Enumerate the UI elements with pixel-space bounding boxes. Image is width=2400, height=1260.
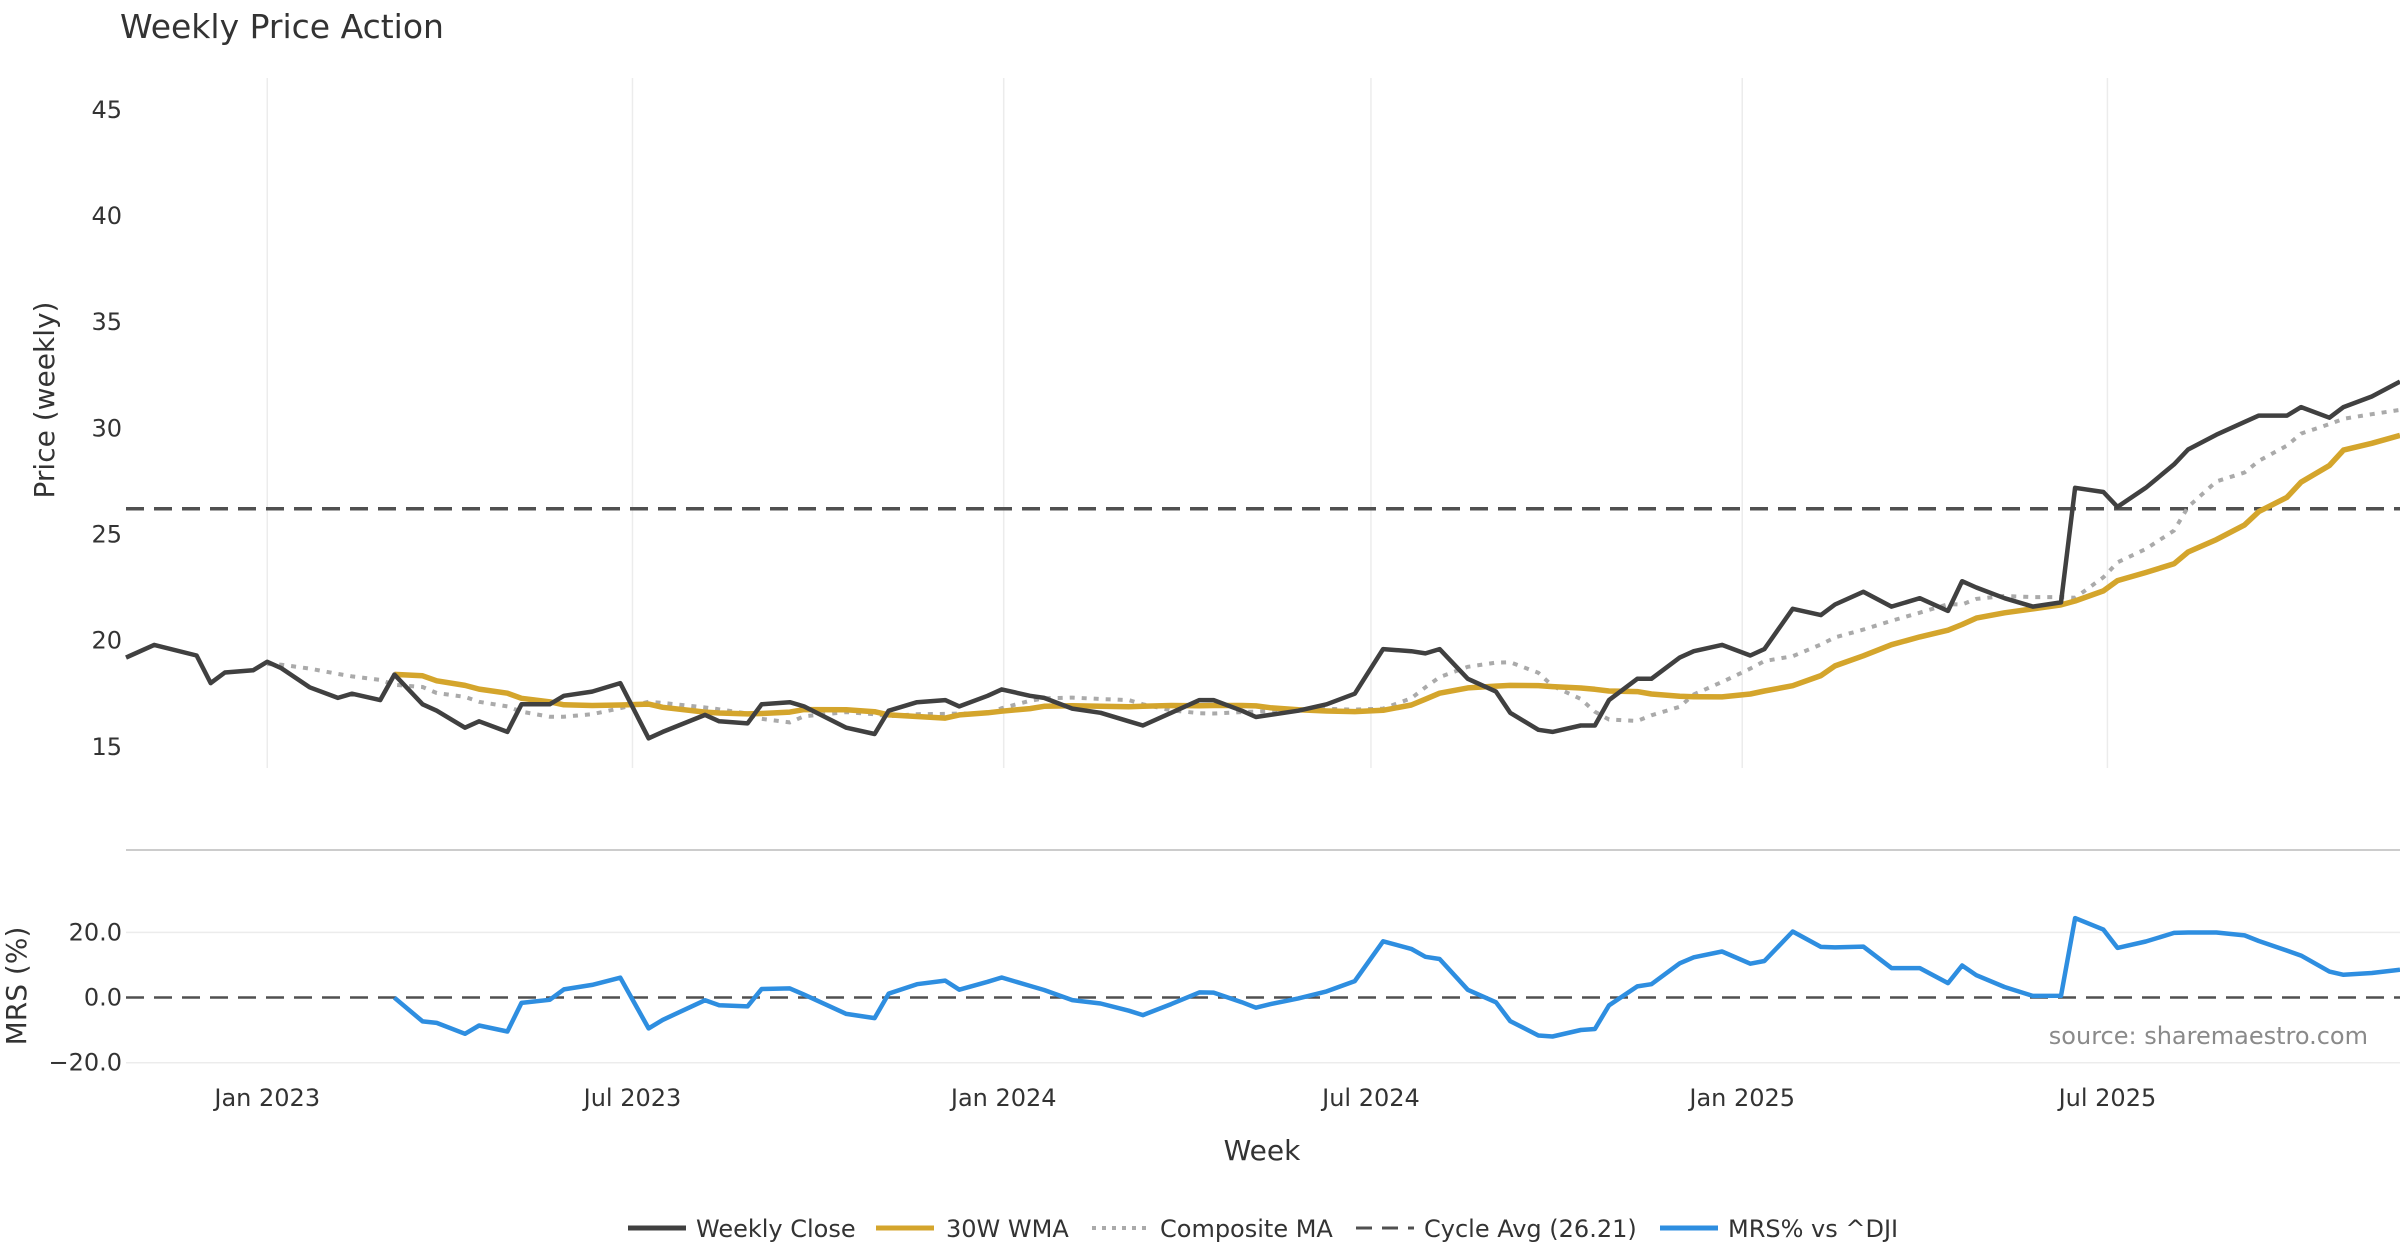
- x-tick-label: Jan 2023: [212, 1084, 320, 1112]
- price-y-tick-label: 35: [91, 308, 122, 336]
- mrs-y-axis-label: MRS (%): [0, 927, 33, 1046]
- price-y-tick-label: 40: [91, 202, 122, 230]
- legend-label-composite: Composite MA: [1160, 1215, 1333, 1243]
- source-label: source: sharemaestro.com: [2049, 1022, 2368, 1050]
- mrs-gridlines: [126, 931, 2400, 1064]
- mrs-y-tick-label: −20.0: [48, 1049, 122, 1077]
- chart-title: Weekly Price Action: [120, 7, 444, 46]
- weekly-close-line: [125, 379, 2400, 741]
- price-y-tick-label: 15: [91, 733, 122, 761]
- mrs-y-ticks: 20.0 0.0 −20.0: [48, 918, 122, 1076]
- wma-30w-line: [394, 432, 2400, 721]
- x-tick-label: Jul 2024: [1320, 1084, 1420, 1112]
- legend: Weekly Close 30W WMA Composite MA Cycle …: [628, 1215, 1898, 1243]
- x-tick-label: Jan 2024: [949, 1084, 1057, 1112]
- price-y-axis-label: Price (weekly): [28, 302, 61, 499]
- mrs-y-tick-label: 20.0: [69, 918, 122, 946]
- legend-label-wma: 30W WMA: [946, 1215, 1069, 1243]
- x-tick-label: Jan 2025: [1687, 1084, 1795, 1112]
- x-axis-label: Week: [1224, 1134, 1301, 1167]
- x-axis-ticks: Jan 2023 Jul 2023 Jan 2024 Jul 2024 Jan 2025…: [212, 1084, 2156, 1112]
- x-tick-label: Jul 2023: [582, 1084, 682, 1112]
- price-gridlines: [266, 78, 2109, 768]
- mrs-line: [392, 915, 2400, 1039]
- price-y-tick-label: 25: [91, 520, 122, 548]
- price-y-tick-label: 45: [91, 96, 122, 124]
- price-y-ticks: 15 20 25 30 35 40 45: [91, 96, 122, 761]
- composite-ma-line: [267, 407, 2400, 725]
- price-y-tick-label: 20: [91, 627, 122, 655]
- x-tick-label: Jul 2025: [2057, 1084, 2157, 1112]
- legend-label-cycle: Cycle Avg (26.21): [1424, 1215, 1637, 1243]
- mrs-y-tick-label: 0.0: [84, 984, 122, 1012]
- price-y-tick-label: 30: [91, 414, 122, 442]
- legend-label-mrs: MRS% vs ^DJI: [1728, 1215, 1898, 1243]
- legend-label-close: Weekly Close: [696, 1215, 856, 1243]
